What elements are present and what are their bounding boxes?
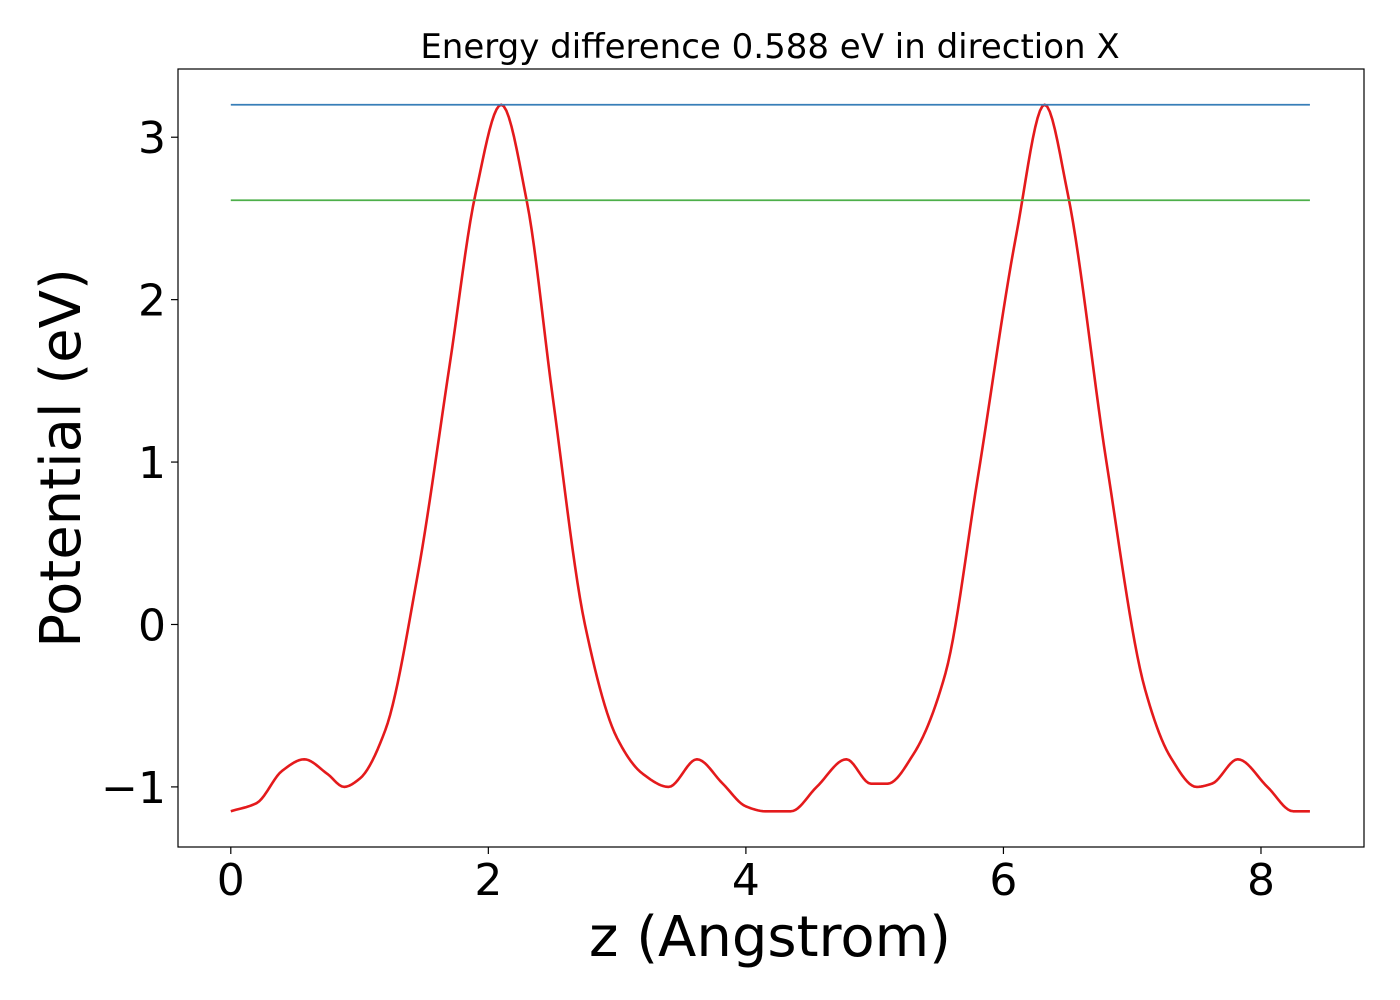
y-tick-label: 3 [138, 113, 166, 164]
x-axis: 0 2 4 6 8 [217, 847, 1275, 906]
y-tick-label: 1 [138, 438, 166, 489]
x-tick-label: 6 [989, 855, 1017, 906]
y-tick-label: 0 [138, 600, 166, 651]
x-tick-label: 0 [217, 855, 245, 906]
y-tick-label: 2 [138, 276, 166, 327]
x-tick-label: 4 [732, 855, 760, 906]
plot-area [230, 103, 1310, 813]
x-axis-label: z (Angstrom) [589, 905, 951, 970]
y-axis-label: Potential (eV) [29, 268, 94, 648]
y-axis: −1 0 1 2 3 [101, 113, 178, 814]
x-tick-label: 8 [1247, 855, 1275, 906]
y-tick-label: −1 [101, 763, 166, 814]
x-tick-label: 2 [474, 855, 502, 906]
chart-title: Energy difference 0.588 eV in direction … [420, 27, 1119, 67]
axes-frame [177, 68, 1365, 848]
potential-curve [230, 103, 1310, 813]
